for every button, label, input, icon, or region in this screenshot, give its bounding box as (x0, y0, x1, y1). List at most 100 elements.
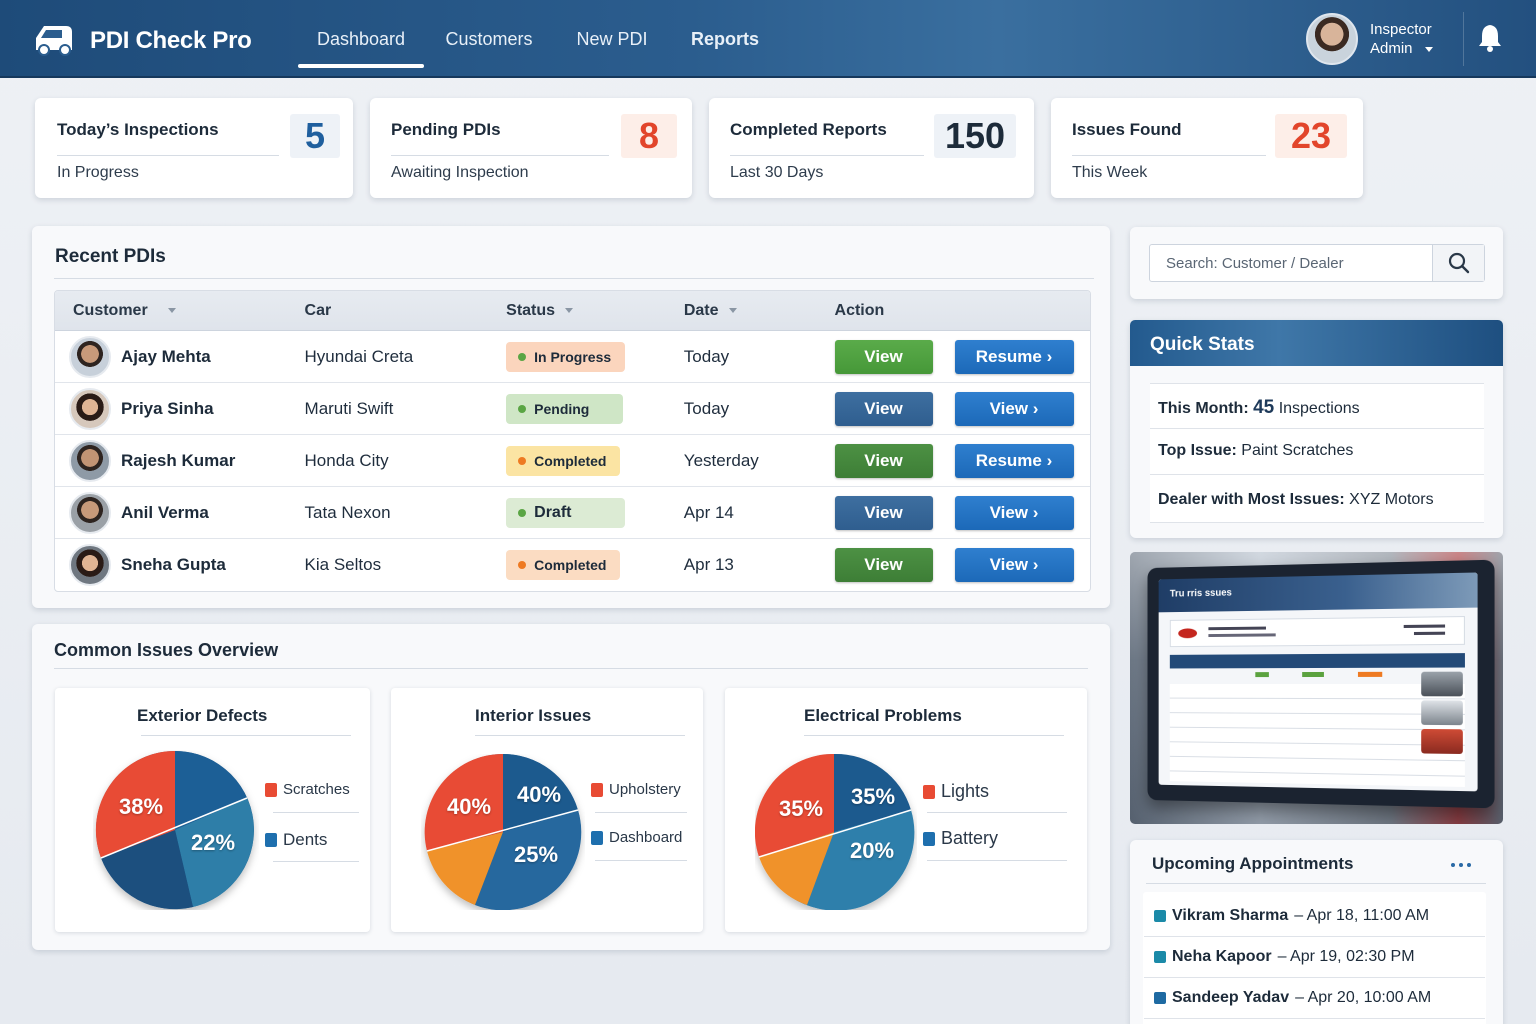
view-button[interactable]: View (834, 391, 933, 426)
table-row[interactable]: Rajesh Kumar Honda City Completed Yester… (55, 435, 1090, 487)
avatar (69, 544, 111, 586)
view-button[interactable]: View (834, 443, 933, 478)
slice-label: 22% (191, 830, 236, 855)
legend-item: Upholstery (591, 781, 681, 798)
status-dot-icon (518, 508, 527, 517)
search-button[interactable] (1432, 245, 1484, 281)
nav-reports[interactable]: Reports (690, 28, 759, 49)
appointment-item[interactable]: Vikram Sharma – Apr 18, 11:00 AM (1144, 896, 1485, 937)
kpi-value: 5 (290, 114, 340, 158)
legend-item: Dents (265, 830, 327, 850)
col-date[interactable]: Date (684, 302, 835, 320)
appointment-item[interactable]: Neha Kapoor – Apr 19, 02:30 PM (1144, 937, 1485, 978)
customer-name: Priya Sinha (121, 398, 214, 418)
divider (1463, 12, 1464, 66)
legend-item: Dashboard (591, 829, 682, 846)
view-button[interactable]: View (834, 548, 933, 582)
resume-button[interactable]: Resume › (954, 339, 1074, 374)
divider (1146, 883, 1486, 884)
appointments-title: Upcoming Appointments (1152, 854, 1354, 873)
nav-dashboard[interactable]: Dashboard (298, 0, 424, 78)
nav-customers[interactable]: Customers (445, 28, 533, 49)
col-label: Status (506, 301, 556, 319)
status-dot-icon (518, 352, 527, 361)
divider (595, 860, 687, 861)
date: Today (683, 398, 730, 418)
view-details-button[interactable]: View › (954, 495, 1074, 530)
stat-this-month: This Month: 45 Inspections (1150, 383, 1484, 429)
customer-name: Anil Verma (121, 502, 209, 522)
kpi-title: Issues Found (1072, 120, 1182, 139)
screen-title: Tru rris ssues (1158, 572, 1478, 613)
view-button[interactable]: View (834, 339, 933, 374)
divider (391, 155, 609, 156)
chart-title: Electrical Problems (804, 706, 962, 725)
status-badge: Pending (506, 393, 624, 424)
divider (54, 668, 1088, 669)
appointments-list (1143, 892, 1486, 1024)
col-customer[interactable]: Customer (55, 302, 305, 320)
view-details-button[interactable]: View › (954, 391, 1074, 426)
user-name: Admin (1370, 40, 1413, 57)
kpi-pending-pdis[interactable]: Pending PDIs Awaiting Inspection 8 (370, 98, 692, 198)
bell-icon[interactable] (1476, 22, 1504, 57)
table-row[interactable]: Anil Verma Tata Nexon Draft Apr 14 View V… (55, 487, 1090, 539)
slice-label: 40% (447, 794, 492, 819)
chart-title: Exterior Defects (137, 706, 268, 725)
recent-pdis-table: Customer Car Status Date Action Ajay Meh… (54, 290, 1091, 592)
quick-stats-title: Quick Stats (1130, 320, 1503, 366)
slice-label: 25% (514, 842, 559, 867)
divider (927, 812, 1067, 813)
pie-chart (755, 754, 915, 910)
brand[interactable]: PDI Check Pro (32, 20, 252, 61)
user-avatar (1306, 13, 1358, 65)
search-icon (1448, 252, 1469, 274)
kpi-completed-reports[interactable]: Completed Reports Last 30 Days 150 (709, 98, 1034, 198)
view-button[interactable]: View (834, 495, 933, 530)
chart-exterior-defects: Exterior Defects 38% 22% Scratches Dents (55, 688, 370, 932)
legend-swatch-icon (923, 831, 935, 846)
avatar (69, 491, 111, 534)
table-row[interactable]: Sneha Gupta Kia Seltos Completed Apr 13 … (55, 539, 1090, 591)
app-title: PDI Check Pro (90, 26, 252, 54)
divider (273, 812, 359, 813)
user-menu[interactable]: Inspector Admin (1306, 13, 1433, 65)
status-dot-icon (518, 404, 527, 413)
monitor-frame: Tru rris ssues (1147, 559, 1495, 809)
table-row[interactable]: Ajay Mehta Hyundai Creta In Progress Tod… (55, 331, 1090, 383)
more-options-icon[interactable] (1451, 863, 1471, 867)
legend-item: Battery (923, 828, 998, 849)
avatar (69, 439, 111, 482)
resume-button[interactable]: Resume › (954, 443, 1074, 478)
status-badge: Completed (506, 445, 621, 476)
chevron-down-icon (1424, 46, 1433, 52)
table-row[interactable]: Priya Sinha Maruti Swift Pending Today V… (55, 383, 1090, 435)
kpi-issues-found[interactable]: Issues Found This Week 23 (1051, 98, 1363, 198)
view-details-button[interactable]: View › (954, 548, 1074, 582)
kpi-value: 8 (621, 114, 677, 158)
col-label: Date (683, 301, 719, 319)
col-label: Customer (73, 301, 148, 319)
col-label: Car (304, 301, 332, 319)
appointment-marker-icon (1154, 992, 1166, 1004)
kpi-subtitle: Awaiting Inspection (391, 164, 529, 181)
nav-new-pdi[interactable]: New PDI (576, 28, 648, 49)
promo-image: Tru rris ssues (1130, 552, 1503, 824)
kpi-todays-inspections[interactable]: Today’s Inspections In Progress 5 (35, 98, 353, 198)
legend-item: Scratches (265, 781, 350, 798)
divider (927, 860, 1067, 861)
sort-icon (728, 307, 737, 313)
search-input[interactable] (1150, 245, 1432, 281)
status-dot-icon (518, 561, 527, 569)
common-issues-title: Common Issues Overview (54, 640, 279, 660)
divider (54, 278, 1094, 279)
car-model: Maruti Swift (304, 398, 394, 418)
appointment-marker-icon (1154, 910, 1166, 922)
customer-name: Rajesh Kumar (121, 450, 236, 470)
kpi-subtitle: Last 30 Days (730, 164, 824, 181)
kpi-subtitle: In Progress (57, 164, 139, 181)
slice-label: 38% (119, 794, 164, 819)
divider (595, 812, 687, 813)
appointment-item[interactable]: Sandeep Yadav – Apr 20, 10:00 AM (1144, 978, 1485, 1019)
col-status[interactable]: Status (506, 302, 684, 320)
